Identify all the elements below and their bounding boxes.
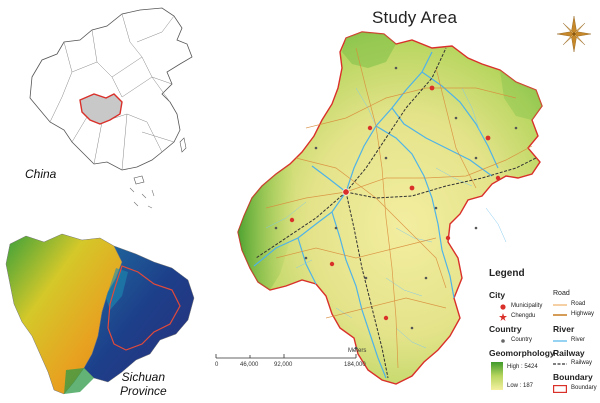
compass-rose-icon (556, 15, 592, 53)
legend-road-header: Road (553, 290, 570, 297)
road-line-icon (553, 304, 567, 306)
scale-bar-graphic (215, 354, 357, 359)
legend-geo-low: Low : 187 (507, 383, 534, 389)
sichuan-label: Sichuan Province (120, 370, 167, 398)
legend-title: Legend (489, 268, 525, 279)
municipality-icon (500, 304, 506, 310)
legend-city-item: Municipality (511, 303, 543, 309)
china-label: China (25, 167, 57, 181)
legend-geo-header: Geomorphology (489, 348, 555, 358)
sichuan-label-line2: Province (120, 384, 167, 398)
roads (265, 47, 533, 369)
sichuan-inset-map (5, 233, 195, 395)
legend-geo-high: High : 5424 (507, 364, 538, 370)
scale-tick: 0 (215, 362, 219, 368)
city-markers (289, 85, 501, 321)
railway-line-icon (553, 363, 567, 365)
highway-line-icon (553, 314, 567, 316)
legend-road-item: Road (571, 301, 586, 307)
legend-country-item: Country (511, 337, 533, 343)
rivers (253, 51, 499, 379)
legend-country-header: Country (489, 324, 522, 334)
legend-boundary-item: Boundary (571, 385, 597, 391)
china-inset-map (29, 7, 193, 209)
legend-river-header: River (553, 324, 575, 334)
map-title: Study Area (372, 8, 458, 27)
scale-tick: 92,000 (274, 362, 293, 368)
legend-river-item: River (571, 337, 586, 343)
legend-railway-header: Railway (553, 348, 585, 358)
scale-unit: Meters (348, 348, 367, 354)
country-dot-icon (501, 339, 505, 343)
sichuan-highlight (79, 93, 123, 125)
legend-boundary-header: Boundary (553, 372, 593, 382)
study-area-land (237, 31, 543, 385)
map-legend: Legend City Municipality Chengdu Country… (487, 268, 599, 403)
scale-tick: 184,000 (344, 362, 366, 368)
study-area-map (237, 31, 543, 385)
scale-tick: 46,000 (240, 362, 259, 368)
legend-road-item: Highway (571, 311, 595, 317)
sichuan-label-line1: Sichuan (121, 370, 166, 384)
study-area-outline (107, 265, 181, 351)
chengdu-star-icon (499, 313, 507, 321)
sichuan-basin (83, 245, 195, 383)
country-markers (274, 66, 518, 350)
elevation-ramp (491, 362, 503, 390)
legend-railway-item: Railway (571, 360, 593, 366)
china-outline (29, 7, 193, 171)
railways (255, 47, 537, 379)
legend-city-item: Chengdu (511, 313, 536, 319)
legend-city-header: City (489, 290, 506, 300)
sea-islands (129, 187, 155, 209)
river-line-icon (553, 340, 567, 342)
boundary-box-icon (553, 385, 567, 393)
scale-bar: Meters 0 46,000 92,000 184,000 (212, 348, 382, 373)
